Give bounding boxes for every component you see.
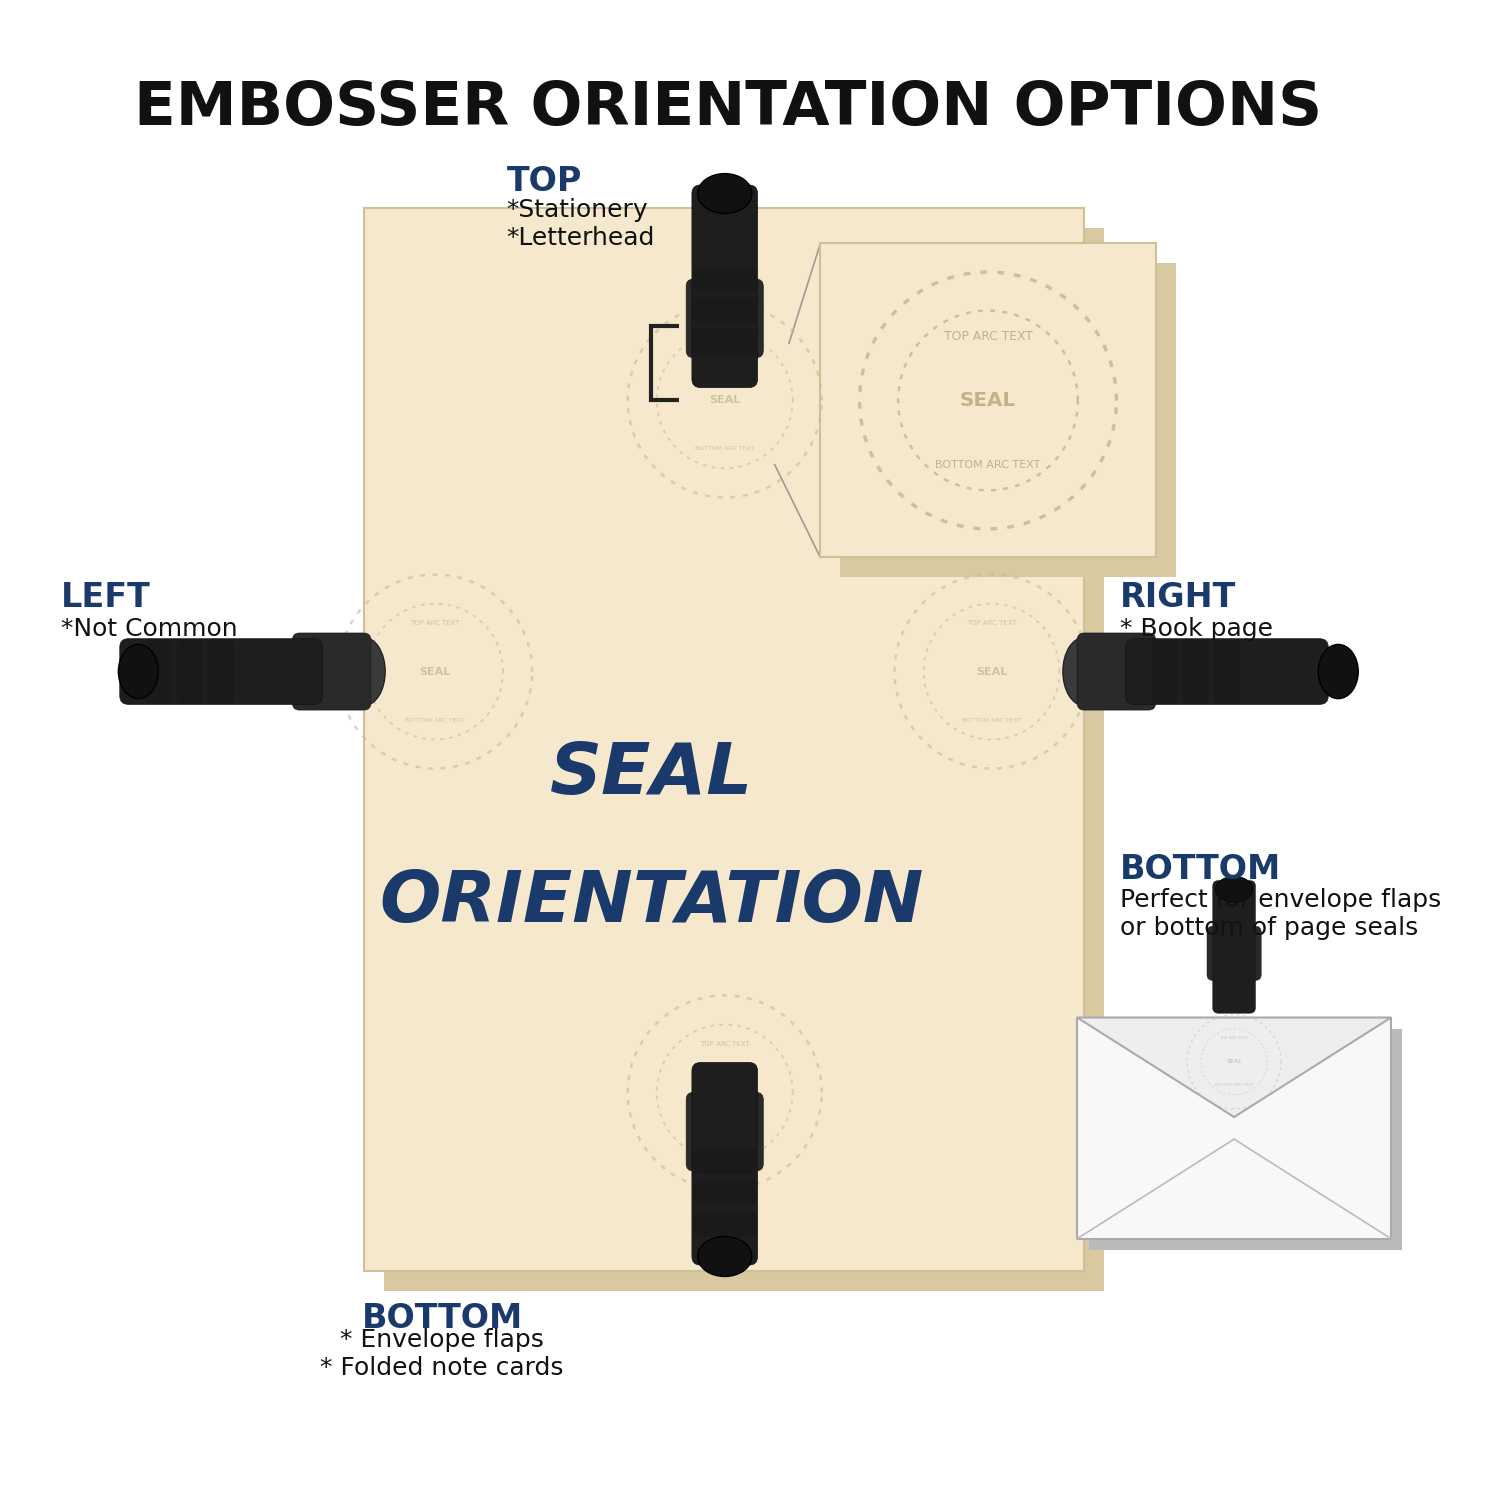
Text: BOTTOM: BOTTOM [1120,852,1281,885]
Text: EMBOSSER ORIENTATION OPTIONS: EMBOSSER ORIENTATION OPTIONS [134,80,1322,138]
Text: Perfect for envelope flaps
or bottom of page seals: Perfect for envelope flaps or bottom of … [1120,888,1442,940]
Bar [840,264,1176,578]
Bar [1089,1029,1402,1249]
Text: BOTTOM ARC TEXT: BOTTOM ARC TEXT [405,717,465,723]
Text: TOP ARC TEXT: TOP ARC TEXT [1220,1036,1250,1040]
Text: TOP ARC TEXT: TOP ARC TEXT [944,330,1032,342]
FancyBboxPatch shape [120,639,322,705]
Text: SEAL: SEAL [550,740,753,808]
Ellipse shape [118,645,159,699]
FancyBboxPatch shape [146,640,171,704]
FancyBboxPatch shape [693,1179,756,1204]
Text: BOTTOM: BOTTOM [362,1302,524,1335]
Text: ORIENTATION: ORIENTATION [380,868,924,938]
Ellipse shape [690,1078,759,1120]
Text: SEAL: SEAL [960,392,1016,410]
FancyBboxPatch shape [692,1062,758,1264]
Ellipse shape [1215,876,1252,902]
Text: SEAL: SEAL [420,666,450,676]
FancyBboxPatch shape [686,1092,764,1172]
Text: SEAL: SEAL [710,396,741,405]
FancyBboxPatch shape [292,633,370,710]
FancyBboxPatch shape [1182,640,1209,704]
Text: * Envelope flaps
* Folded note cards: * Envelope flaps * Folded note cards [321,1328,564,1380]
Text: * Book page: * Book page [1120,618,1274,642]
FancyBboxPatch shape [1125,639,1329,705]
FancyBboxPatch shape [693,267,756,292]
FancyBboxPatch shape [1208,926,1261,981]
Ellipse shape [1318,645,1358,699]
FancyBboxPatch shape [1152,640,1178,704]
Text: TOP ARC TEXT: TOP ARC TEXT [966,620,1017,626]
FancyBboxPatch shape [693,328,756,356]
Ellipse shape [1064,638,1106,706]
Text: BOTTOM ARC TEXT: BOTTOM ARC TEXT [1215,1083,1254,1088]
Text: *Stationery
*Letterhead: *Stationery *Letterhead [507,198,656,249]
Ellipse shape [342,638,386,706]
Text: BOTTOM ARC TEXT: BOTTOM ARC TEXT [694,1138,754,1143]
FancyBboxPatch shape [1214,640,1240,704]
Text: SEAL: SEAL [710,1088,741,1098]
Text: TOP ARC TEXT: TOP ARC TEXT [411,620,460,626]
Polygon shape [1077,1017,1390,1118]
FancyBboxPatch shape [1077,633,1155,710]
Text: SEAL: SEAL [976,666,1006,676]
Bar [1077,1017,1390,1239]
Text: TOP ARC TEXT: TOP ARC TEXT [700,350,750,355]
FancyBboxPatch shape [692,184,758,387]
Bar [821,243,1155,558]
Ellipse shape [698,174,752,213]
Text: BOTTOM ARC TEXT: BOTTOM ARC TEXT [936,459,1041,470]
FancyBboxPatch shape [693,1148,756,1174]
FancyBboxPatch shape [686,279,764,357]
Text: TOP: TOP [507,165,582,198]
Ellipse shape [1212,960,1257,988]
Bar [364,209,1084,1270]
Text: TOP ARC TEXT: TOP ARC TEXT [700,1041,750,1047]
Text: RIGHT: RIGHT [1120,582,1236,615]
Ellipse shape [690,328,759,372]
FancyBboxPatch shape [693,1210,756,1236]
Text: SEAL: SEAL [1227,1059,1242,1065]
Text: BOTTOM ARC TEXT: BOTTOM ARC TEXT [694,447,754,452]
FancyBboxPatch shape [1212,880,1255,1013]
Bar [384,228,1104,1292]
Text: BOTTOM ARC TEXT: BOTTOM ARC TEXT [962,717,1022,723]
Ellipse shape [698,1236,752,1276]
FancyBboxPatch shape [177,640,203,704]
Text: LEFT: LEFT [62,582,152,615]
Text: *Not Common: *Not Common [62,618,238,642]
FancyBboxPatch shape [693,297,756,324]
FancyBboxPatch shape [209,640,234,704]
